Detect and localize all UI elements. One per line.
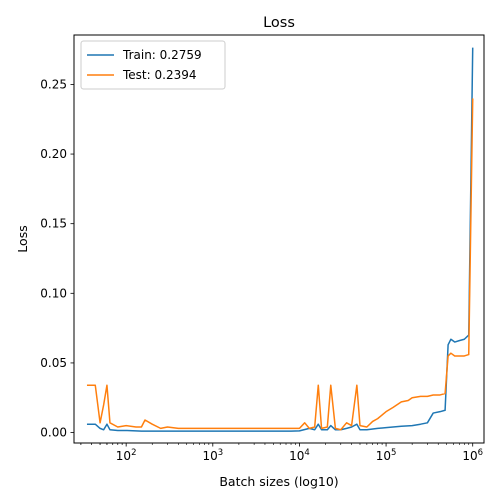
x-tick-label: 104 <box>289 448 310 463</box>
plot-area <box>86 47 474 432</box>
series-line-train <box>86 47 474 432</box>
y-tick-label: 0.20 <box>40 147 67 161</box>
y-tick-label: 0.25 <box>40 77 67 91</box>
x-tick-label: 103 <box>202 448 223 463</box>
plot-frame <box>73 34 485 444</box>
legend-label-train: Train: 0.2759 <box>122 48 202 62</box>
legend: Train: 0.2759 Test: 0.2394 <box>80 40 226 90</box>
y-tick-label: 0.05 <box>40 356 67 370</box>
y-tick-label: 0.00 <box>40 426 67 440</box>
x-axis: 102 103 104 105 106 <box>80 443 483 463</box>
x-axis-label: Batch sizes (log10) <box>219 474 338 489</box>
x-tick-label: 105 <box>376 448 397 463</box>
y-tick-label: 0.15 <box>40 217 67 231</box>
x-tick-label: 102 <box>116 448 137 463</box>
series-line-test <box>86 98 474 431</box>
legend-label-test: Test: 0.2394 <box>122 68 196 82</box>
y-axis: 0.00 0.05 0.10 0.15 0.20 0.25 <box>40 77 74 440</box>
legend-box <box>80 40 226 90</box>
y-tick-label: 0.10 <box>40 286 67 300</box>
y-axis-label: Loss <box>15 225 30 252</box>
x-tick-label: 106 <box>462 448 483 463</box>
chart-title: Loss <box>263 15 295 31</box>
